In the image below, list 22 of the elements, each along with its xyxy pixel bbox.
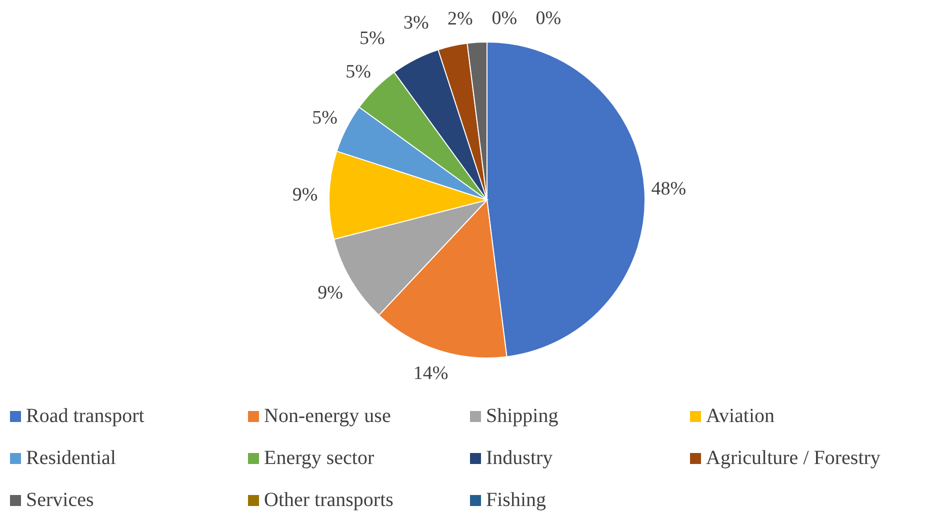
data-label: 9% [318,282,344,304]
data-label: 9% [292,184,318,206]
text: 0% [536,8,562,29]
legend-label: Road transport [26,405,145,427]
data-label: 5% [359,28,385,49]
legend-label: Industry [486,447,553,469]
legend-label: Agriculture / Forestry [706,447,880,469]
data-label: 2% [448,8,474,30]
legend-label: Services [26,489,94,511]
legend-label: Energy sector [264,447,374,469]
legend-label: Aviation [706,405,775,427]
legend-label: Other transports [264,489,394,511]
data-label: 48% [651,178,686,200]
data-label: 3% [403,12,429,34]
text: 0% [492,8,518,29]
legend-label: Non-energy use [264,405,391,427]
legend-label: Residential [26,447,116,469]
legend-label: Fishing [486,489,546,511]
data-label: 14% [413,363,448,384]
legend-label: Shipping [486,405,558,427]
data-label: 5% [346,61,372,82]
data-label: 5% [312,107,338,128]
